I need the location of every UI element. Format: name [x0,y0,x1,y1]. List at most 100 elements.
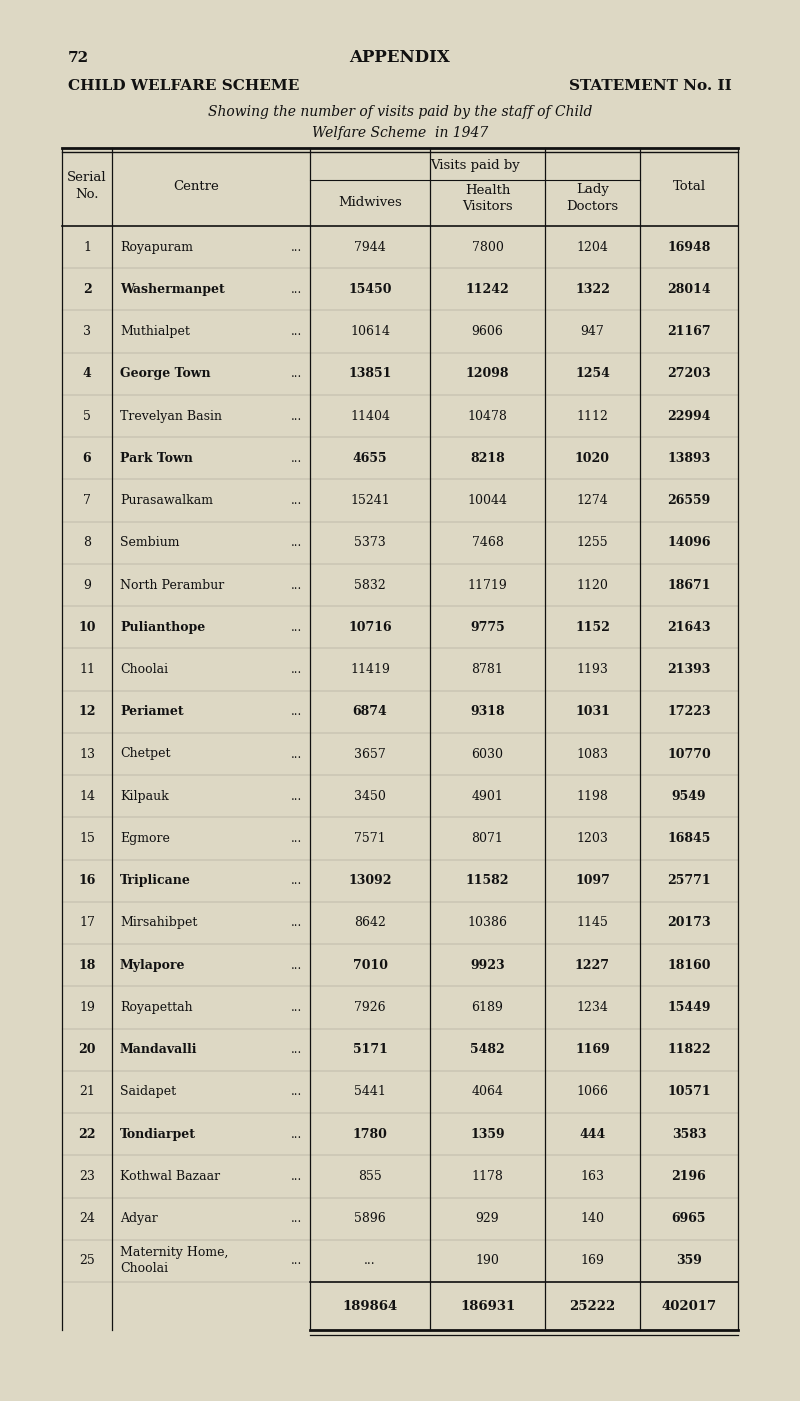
Text: Lady
Doctors: Lady Doctors [566,184,618,213]
Text: Mirsahibpet: Mirsahibpet [120,916,198,929]
Text: 1031: 1031 [575,705,610,719]
Text: 5: 5 [83,409,91,423]
Text: 20: 20 [78,1044,96,1056]
Text: 72: 72 [68,50,89,64]
Text: 1780: 1780 [353,1128,387,1140]
Text: Showing the number of visits paid by the staff of Child: Showing the number of visits paid by the… [208,105,592,119]
Text: 1359: 1359 [470,1128,505,1140]
Text: 140: 140 [581,1212,605,1224]
Text: 1227: 1227 [575,958,610,972]
Text: Centre: Centre [173,179,219,192]
Text: ...: ... [290,1086,302,1098]
Text: 10716: 10716 [348,621,392,633]
Text: 11242: 11242 [466,283,510,296]
Text: 1: 1 [83,241,91,254]
Text: 1145: 1145 [577,916,609,929]
Text: 15450: 15450 [348,283,392,296]
Text: ...: ... [290,832,302,845]
Text: 18671: 18671 [667,579,710,591]
Text: ...: ... [290,1254,302,1268]
Text: Adyar: Adyar [120,1212,158,1224]
Text: 7010: 7010 [353,958,387,972]
Text: 1322: 1322 [575,283,610,296]
Text: ...: ... [290,705,302,719]
Text: 25222: 25222 [570,1300,616,1313]
Text: 169: 169 [581,1254,605,1268]
Text: 5171: 5171 [353,1044,387,1056]
Text: 15449: 15449 [667,1000,710,1014]
Text: 8: 8 [83,537,91,549]
Text: ...: ... [290,663,302,677]
Text: 1152: 1152 [575,621,610,633]
Text: 1274: 1274 [577,495,608,507]
Text: 1203: 1203 [577,832,609,845]
Text: ...: ... [290,283,302,296]
Text: 1204: 1204 [577,241,609,254]
Text: 1193: 1193 [577,663,609,677]
Text: 21167: 21167 [667,325,711,338]
Text: 6965: 6965 [672,1212,706,1224]
Text: 4: 4 [82,367,91,380]
Text: 7800: 7800 [471,241,503,254]
Text: 3: 3 [83,325,91,338]
Text: 9: 9 [83,579,91,591]
Text: ...: ... [290,451,302,465]
Text: Trevelyan Basin: Trevelyan Basin [120,409,222,423]
Text: 7: 7 [83,495,91,507]
Text: Mylapore: Mylapore [120,958,186,972]
Text: Egmore: Egmore [120,832,170,845]
Text: 1097: 1097 [575,874,610,887]
Text: 4655: 4655 [353,451,387,465]
Text: 11582: 11582 [466,874,510,887]
Text: Periamet: Periamet [120,705,184,719]
Text: 11: 11 [79,663,95,677]
Text: 9318: 9318 [470,705,505,719]
Text: 1083: 1083 [577,748,609,761]
Text: ...: ... [290,1128,302,1140]
Text: 10044: 10044 [467,495,507,507]
Text: 16: 16 [78,874,96,887]
Text: 8781: 8781 [471,663,503,677]
Text: 7944: 7944 [354,241,386,254]
Text: 1120: 1120 [577,579,609,591]
Text: ...: ... [290,325,302,338]
Text: 6030: 6030 [471,748,503,761]
Text: 13092: 13092 [348,874,392,887]
Text: ...: ... [290,495,302,507]
Text: 18160: 18160 [667,958,710,972]
Text: 1020: 1020 [575,451,610,465]
Text: 14096: 14096 [667,537,710,549]
Text: Choolai: Choolai [120,663,168,677]
Text: 28014: 28014 [667,283,711,296]
Text: 5896: 5896 [354,1212,386,1224]
Text: 22994: 22994 [667,409,710,423]
Text: 1112: 1112 [577,409,609,423]
Text: 15241: 15241 [350,495,390,507]
Text: 9923: 9923 [470,958,505,972]
Text: George Town: George Town [120,367,210,380]
Text: 24: 24 [79,1212,95,1224]
Text: 21: 21 [79,1086,95,1098]
Text: 9606: 9606 [471,325,503,338]
Text: 11719: 11719 [468,579,507,591]
Text: Health
Visitors: Health Visitors [462,184,513,213]
Text: 3657: 3657 [354,748,386,761]
Text: 10614: 10614 [350,325,390,338]
Text: 6874: 6874 [353,705,387,719]
Text: Triplicane: Triplicane [120,874,191,887]
Text: Serial
No.: Serial No. [67,171,107,200]
Text: 13: 13 [79,748,95,761]
Text: Maternity Home,
Choolai: Maternity Home, Choolai [120,1247,228,1275]
Text: Purasawalkam: Purasawalkam [120,495,213,507]
Text: 10: 10 [78,621,96,633]
Text: North Perambur: North Perambur [120,579,224,591]
Text: ...: ... [290,241,302,254]
Text: ...: ... [290,790,302,803]
Text: 3583: 3583 [672,1128,706,1140]
Text: 1178: 1178 [471,1170,503,1182]
Text: 190: 190 [475,1254,499,1268]
Text: 12: 12 [78,705,96,719]
Text: 1255: 1255 [577,537,608,549]
Text: STATEMENT No. II: STATEMENT No. II [570,78,732,92]
Text: 3450: 3450 [354,790,386,803]
